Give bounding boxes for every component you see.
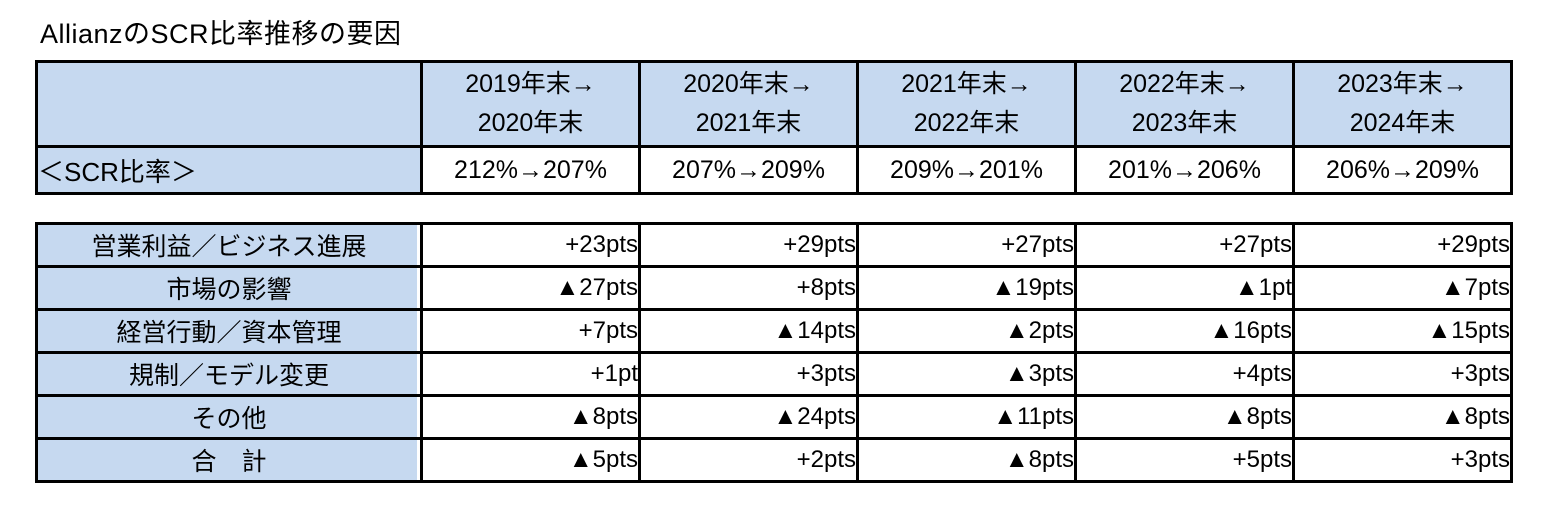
scr-ratio-row: ＜SCR比率＞ 212%→207% 207%→209% 209%→201% 20… — [35, 145, 1513, 195]
factor-value: ▲8pts — [420, 394, 641, 440]
factor-row-management-actions: 経営行動／資本管理 +7pts ▲14pts ▲2pts ▲16pts ▲15p… — [35, 308, 1513, 354]
factor-value: +29pts — [638, 222, 859, 268]
factor-value: +29pts — [1292, 222, 1513, 268]
factor-value: +3pts — [1292, 437, 1513, 483]
period-header-2021-2022: 2021年末→ 2022年末 — [856, 60, 1077, 148]
factor-value: ▲27pts — [420, 265, 641, 311]
factors-table: 営業利益／ビジネス進展 +23pts +29pts +27pts +27pts … — [35, 222, 1513, 483]
scr-ratio-value: 207%→209% — [638, 145, 859, 195]
factor-label: その他 — [35, 394, 423, 440]
scr-ratio-value: 206%→209% — [1292, 145, 1513, 195]
scr-ratio-label: ＜SCR比率＞ — [35, 145, 423, 195]
period-line2: 2024年末 — [1349, 109, 1456, 137]
factor-value: ▲2pts — [856, 308, 1077, 354]
factor-value: +23pts — [420, 222, 641, 268]
factor-value: +8pts — [638, 265, 859, 311]
factor-row-total: 合 計 ▲5pts +2pts ▲8pts +5pts +3pts — [35, 437, 1513, 483]
figure-title: AllianzのSCR比率推移の要因 — [40, 19, 402, 49]
factor-value: ▲11pts — [856, 394, 1077, 440]
period-line2: 2023年末 — [1131, 109, 1238, 137]
factor-value: ▲1pt — [1074, 265, 1295, 311]
factor-value: ▲19pts — [856, 265, 1077, 311]
scr-ratio-value: 209%→201% — [856, 145, 1077, 195]
period-line1: 2023年末→ — [1337, 70, 1468, 98]
factor-value: ▲8pts — [856, 437, 1077, 483]
scr-ratio-table: 2019年末→ 2020年末 2020年末→ 2021年末 2021年末→ 20… — [35, 60, 1513, 195]
factor-value: +2pts — [638, 437, 859, 483]
factor-value: +1pt — [420, 351, 641, 397]
scr-ratio-value: 212%→207% — [420, 145, 641, 195]
factor-label: 営業利益／ビジネス進展 — [35, 222, 423, 268]
factor-value: ▲7pts — [1292, 265, 1513, 311]
period-header-2020-2021: 2020年末→ 2021年末 — [638, 60, 859, 148]
factor-row-market-impact: 市場の影響 ▲27pts +8pts ▲19pts ▲1pt ▲7pts — [35, 265, 1513, 311]
factor-value: ▲16pts — [1074, 308, 1295, 354]
period-line2: 2021年末 — [695, 109, 802, 137]
period-line1: 2022年末→ — [1119, 70, 1250, 98]
factor-value: +5pts — [1074, 437, 1295, 483]
factor-label: 規制／モデル変更 — [35, 351, 423, 397]
factor-value: +3pts — [1292, 351, 1513, 397]
factor-value: +7pts — [420, 308, 641, 354]
factor-value: ▲3pts — [856, 351, 1077, 397]
corner-cell — [35, 60, 423, 148]
factor-label: 市場の影響 — [35, 265, 423, 311]
period-header-2023-2024: 2023年末→ 2024年末 — [1292, 60, 1513, 148]
factor-value: ▲24pts — [638, 394, 859, 440]
factor-row-operating-profit: 営業利益／ビジネス進展 +23pts +29pts +27pts +27pts … — [35, 222, 1513, 268]
factor-value: +4pts — [1074, 351, 1295, 397]
factor-value: ▲14pts — [638, 308, 859, 354]
factor-value: ▲8pts — [1292, 394, 1513, 440]
period-header-2019-2020: 2019年末→ 2020年末 — [420, 60, 641, 148]
factor-value: +3pts — [638, 351, 859, 397]
factor-row-regulation-model-change: 規制／モデル変更 +1pt +3pts ▲3pts +4pts +3pts — [35, 351, 1513, 397]
factor-label: 経営行動／資本管理 — [35, 308, 423, 354]
factor-value: ▲8pts — [1074, 394, 1295, 440]
factor-value: +27pts — [856, 222, 1077, 268]
factor-value: +27pts — [1074, 222, 1295, 268]
scr-ratio-value: 201%→206% — [1074, 145, 1295, 195]
factor-value: ▲15pts — [1292, 308, 1513, 354]
period-line2: 2022年末 — [913, 109, 1020, 137]
period-header-row: 2019年末→ 2020年末 2020年末→ 2021年末 2021年末→ 20… — [35, 60, 1513, 148]
factor-value: ▲5pts — [420, 437, 641, 483]
period-line1: 2019年末→ — [465, 70, 596, 98]
period-line1: 2020年末→ — [683, 70, 814, 98]
factor-label: 合 計 — [35, 437, 423, 483]
factor-row-other: その他 ▲8pts ▲24pts ▲11pts ▲8pts ▲8pts — [35, 394, 1513, 440]
period-line2: 2020年末 — [477, 109, 584, 137]
period-line1: 2021年末→ — [901, 70, 1032, 98]
period-header-2022-2023: 2022年末→ 2023年末 — [1074, 60, 1295, 148]
